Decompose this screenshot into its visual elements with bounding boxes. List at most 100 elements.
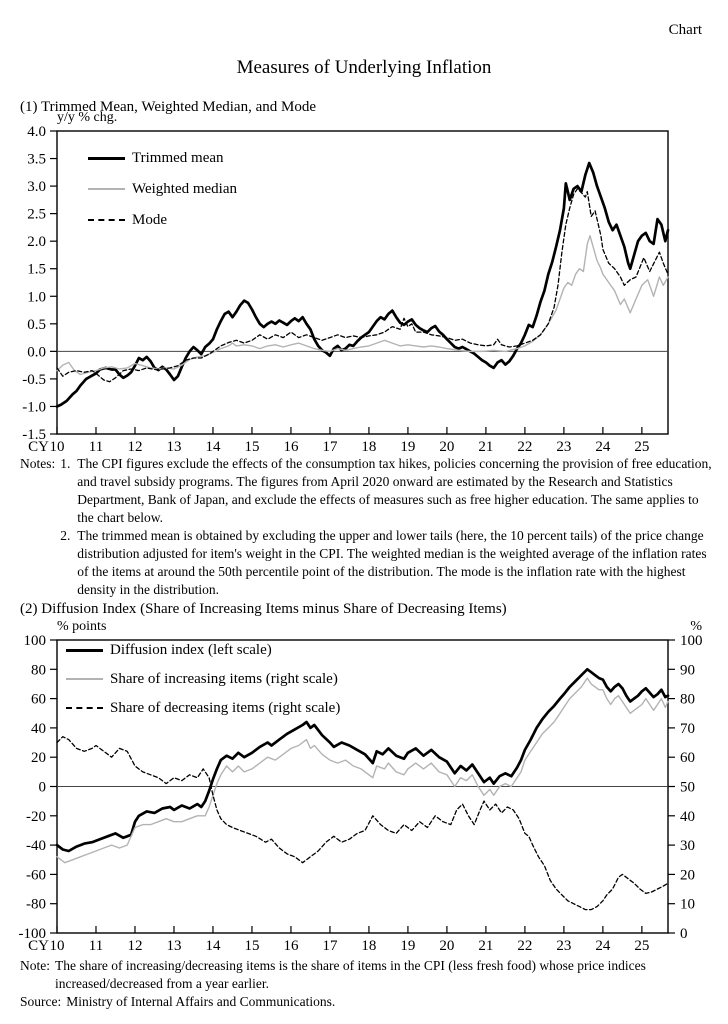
x-axis-tick-label: 25 — [634, 938, 649, 954]
y-axis-tick-label: 0.0 — [27, 344, 46, 360]
legend-item-mode: Mode — [88, 211, 237, 229]
y-axis-right-tick-label: 50 — [680, 780, 695, 796]
chart2-right-unit-label: % — [690, 619, 702, 634]
x-axis-tick-label: 24 — [595, 439, 611, 455]
y-axis-tick-label: 40 — [31, 721, 46, 737]
series-line-1 — [56, 234, 669, 376]
plot-frame — [56, 130, 669, 435]
y-axis-tick-label: 3.0 — [27, 179, 46, 195]
legend-item-weighted-median: Weighted median — [88, 180, 237, 198]
chart1-unit-label: y/y % chg. — [57, 110, 118, 125]
x-axis-tick-label: 19 — [400, 439, 415, 455]
x-axis-prefix-label: CY — [28, 439, 49, 455]
weighted-median-line-swatch — [88, 188, 125, 190]
series-line-2 — [56, 736, 669, 911]
x-axis-tick-label: 13 — [166, 938, 181, 954]
trimmed-mean-line-swatch — [88, 156, 125, 160]
x-axis-tick-label: 10 — [50, 439, 65, 455]
x-axis-tick-label: 18 — [361, 439, 376, 455]
x-axis-tick-label: 17 — [322, 439, 338, 455]
chart2-legend: Diffusion index (left scale) Share of in… — [66, 641, 340, 728]
legend-label: Diffusion index (left scale) — [110, 641, 272, 658]
y-axis-right-tick-label: 70 — [680, 721, 695, 737]
y-axis-tick-label: 0 — [39, 780, 47, 796]
y-axis-tick-label: 60 — [31, 692, 46, 708]
legend-item-trimmed-mean: Trimmed mean — [88, 149, 237, 167]
x-axis-tick-label: 18 — [361, 938, 376, 954]
note-label: Note: — [20, 958, 50, 973]
chart2-heading: (2) Diffusion Index (Share of Increasing… — [20, 601, 507, 617]
x-axis-tick-label: 11 — [89, 439, 103, 455]
y-axis-tick-label: -1.0 — [22, 399, 46, 415]
x-axis-tick-label: 16 — [283, 439, 299, 455]
y-axis-tick-label: 1.0 — [27, 289, 46, 305]
notes-label: Notes: — [20, 456, 56, 471]
x-axis-tick-label: 15 — [244, 938, 259, 954]
series-line-2 — [56, 188, 669, 383]
y-axis-right-tick-label: 80 — [680, 692, 695, 708]
x-axis-prefix-label: CY — [28, 938, 49, 954]
y-axis-right-tick-label: 40 — [680, 809, 695, 825]
y-axis-tick-label: -0.5 — [22, 372, 46, 388]
y-axis-tick-label: -40 — [26, 838, 46, 854]
y-axis-tick-label: 80 — [31, 662, 46, 678]
source-label: Source: — [20, 994, 62, 1009]
legend-item-increasing-share: Share of increasing items (right scale) — [66, 670, 340, 688]
y-axis-tick-label: 1.5 — [27, 262, 46, 278]
x-axis-tick-label: 23 — [556, 938, 571, 954]
legend-label: Share of decreasing items (right scale) — [110, 699, 341, 716]
note-number: 2. — [60, 528, 71, 543]
chart2-footer: Note: The share of increasing/decreasing… — [20, 957, 716, 1011]
legend-label: Mode — [132, 211, 167, 228]
page-title: Measures of Underlying Inflation — [236, 57, 492, 78]
series-line-0 — [55, 667, 670, 853]
source-line: Source: Ministry of Internal Affairs and… — [20, 993, 716, 1011]
y-axis-right-tick-label: 90 — [680, 662, 695, 678]
x-axis-tick-label: 25 — [634, 439, 649, 455]
x-axis-tick-label: 12 — [127, 439, 142, 455]
x-axis-tick-label: 14 — [205, 938, 221, 954]
diffusion-index-line-swatch — [66, 648, 103, 652]
y-axis-tick-label: 3.5 — [27, 152, 46, 168]
y-axis-right-tick-label: 0 — [680, 926, 688, 942]
chart2-left-unit-label: % points — [57, 619, 107, 634]
series-line-0 — [55, 161, 670, 408]
x-axis-tick-label: 17 — [322, 938, 338, 954]
note-item-1: 1. The CPI figures exclude the effects o… — [60, 455, 716, 527]
y-axis-right-tick-label: 100 — [680, 633, 703, 649]
x-axis-tick-label: 11 — [89, 938, 103, 954]
legend-item-decreasing-share: Share of decreasing items (right scale) — [66, 699, 340, 717]
increasing-share-line-swatch — [66, 678, 103, 680]
y-axis-tick-label: 2.0 — [27, 234, 46, 250]
x-axis-tick-label: 20 — [439, 938, 454, 954]
chart1-notes: Notes: 1. The CPI figures exclude the ef… — [20, 455, 716, 599]
decreasing-share-line-swatch — [66, 707, 103, 709]
note-item-2: 2. The trimmed mean is obtained by exclu… — [60, 527, 716, 599]
y-axis-right-tick-label: 20 — [680, 867, 695, 883]
series-line-1 — [56, 677, 669, 864]
y-axis-tick-label: -60 — [26, 867, 46, 883]
note-text: The trimmed mean is obtained by excludin… — [77, 528, 707, 597]
y-axis-tick-label: 0.5 — [27, 317, 46, 333]
x-axis-tick-label: 22 — [517, 439, 532, 455]
y-axis-tick-label: -1.5 — [22, 427, 46, 443]
y-axis-tick-label: 4.0 — [27, 124, 46, 140]
y-axis-right-tick-label: 60 — [680, 750, 695, 766]
x-axis-tick-label: 14 — [205, 439, 221, 455]
y-axis-tick-label: -20 — [26, 809, 46, 825]
x-axis-tick-label: 16 — [283, 938, 299, 954]
note-text: The share of increasing/decreasing items… — [55, 958, 646, 991]
x-axis-tick-label: 23 — [556, 439, 571, 455]
x-axis-tick-label: 13 — [166, 439, 181, 455]
x-axis-tick-label: 19 — [400, 938, 415, 954]
legend-label: Trimmed mean — [132, 149, 224, 166]
x-axis-tick-label: 22 — [517, 938, 532, 954]
y-axis-tick-label: 100 — [24, 633, 47, 649]
x-axis-tick-label: 12 — [127, 938, 142, 954]
chart2-note: Note: The share of increasing/decreasing… — [20, 957, 716, 993]
legend-label: Share of increasing items (right scale) — [110, 670, 338, 687]
x-axis-tick-label: 21 — [478, 938, 493, 954]
note-text: The CPI figures exclude the effects of t… — [77, 456, 712, 525]
